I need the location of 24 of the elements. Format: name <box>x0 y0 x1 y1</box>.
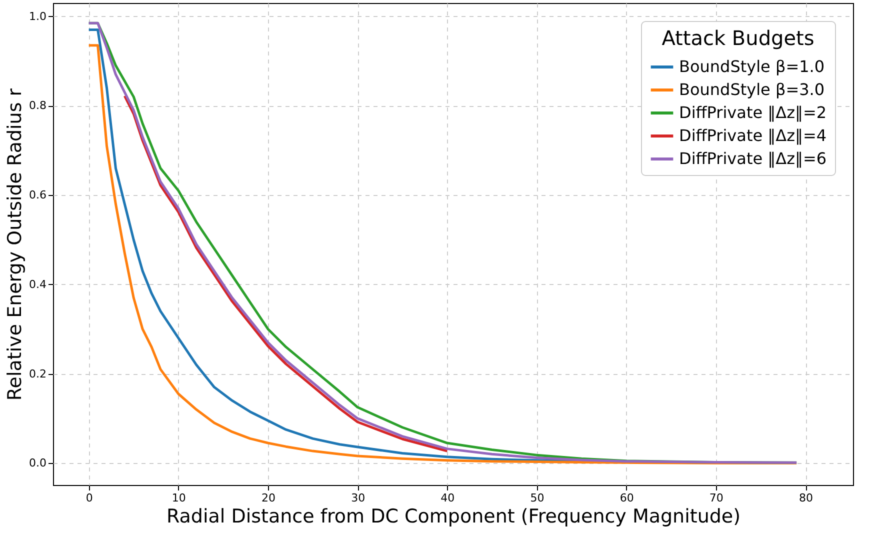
x-tick-label: 0 <box>86 492 93 504</box>
x-tick-label: 60 <box>620 492 634 504</box>
x-tick-label: 50 <box>530 492 544 504</box>
legend-label: BoundStyle β=3.0 <box>679 80 825 99</box>
legend-label: DiffPrivate ‖Δz‖=4 <box>679 126 827 145</box>
legend-label: BoundStyle β=1.0 <box>679 57 825 76</box>
y-tick-label: 0.4 <box>29 278 46 291</box>
x-tick-label: 30 <box>351 492 366 504</box>
x-tick-label: 10 <box>172 492 186 504</box>
legend-label: DiffPrivate ‖Δz‖=6 <box>679 149 827 168</box>
y-tick-label: 0.6 <box>29 188 46 202</box>
x-axis-title: Radial Distance from DC Component (Frequency Magnitude) <box>166 506 741 528</box>
y-tick-label: 0.8 <box>29 99 46 112</box>
line-series <box>123 94 448 452</box>
legend-title: Attack Budgets <box>662 26 814 50</box>
legend-label: DiffPrivate ‖Δz‖=2 <box>679 103 827 122</box>
x-tick-label: 40 <box>440 492 455 504</box>
x-tick-label: 20 <box>262 492 276 504</box>
y-tick-label: 0.0 <box>29 456 46 470</box>
x-tick-label: 80 <box>799 492 814 504</box>
y-tick-label: 0.2 <box>29 367 46 380</box>
x-tick-label: 70 <box>709 492 724 504</box>
y-tick-label: 1.0 <box>29 10 46 23</box>
y-axis-title: Relative Energy Outside Radius r <box>4 88 26 401</box>
